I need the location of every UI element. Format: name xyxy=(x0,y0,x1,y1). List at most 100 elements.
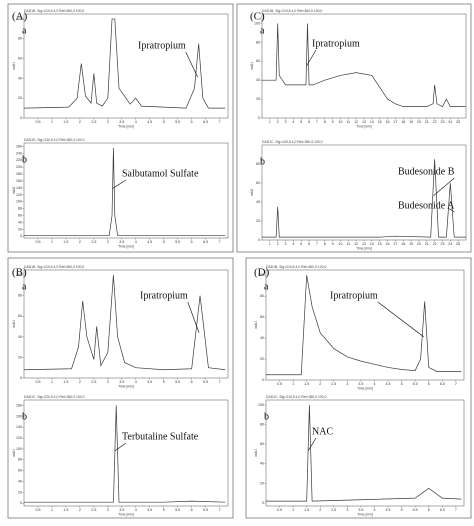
x-tick-label: 15 xyxy=(378,242,382,246)
plot-frame xyxy=(265,399,465,507)
y-tick-label: 140 xyxy=(16,425,22,429)
y-tick-label: 20 xyxy=(18,490,22,494)
y-tick-label: 100 xyxy=(16,447,22,451)
x-tick-label: 6.5 xyxy=(203,240,208,244)
annotation: Terbutaline Sulfate xyxy=(122,431,199,442)
x-tick-label: 4.5 xyxy=(147,508,152,512)
x-tick-label: 3 xyxy=(285,242,287,246)
chart-header: DAD1B, Sig=210,5.4,0 Ref=360,0.100,0 xyxy=(24,265,84,269)
x-tick-label: 5.5 xyxy=(175,508,180,512)
x-tick-label: 18 xyxy=(401,120,405,124)
x-tick-label: 19 xyxy=(409,242,413,246)
x-tick-label: 6 xyxy=(191,380,193,384)
x-tick-label: 7 xyxy=(219,380,221,384)
y-tick-label: 100 xyxy=(258,273,264,277)
x-tick-label: 5 xyxy=(163,380,165,384)
x-tick-label: 1 xyxy=(51,240,53,244)
x-axis-label: Time [min] xyxy=(118,244,134,248)
x-tick-label: 2 xyxy=(319,508,321,512)
y-tick-label: 0 xyxy=(20,376,22,380)
x-tick-label: 5 xyxy=(300,120,302,124)
x-tick-label: 5.5 xyxy=(175,120,180,124)
plot-frame xyxy=(23,399,229,507)
y-tick-label: 20 xyxy=(18,227,22,231)
y-tick-label: 60 xyxy=(256,59,260,63)
x-tick-label: 6 xyxy=(308,120,310,124)
chart-header: DAD1C, Sig=215,5.4,0 Ref=360,0.100,0 xyxy=(266,395,327,399)
chromatogram-line xyxy=(24,405,226,503)
x-tick-label: 12 xyxy=(354,120,358,124)
x-tick-label: 15 xyxy=(378,120,382,124)
x-tick-label: 6 xyxy=(428,382,430,386)
y-tick-label: 160 xyxy=(16,414,22,418)
x-tick-label: 5.5 xyxy=(413,508,418,512)
x-tick-label: 9 xyxy=(332,120,334,124)
chromatogram-line xyxy=(266,404,462,502)
x-tick-label: 7 xyxy=(316,242,318,246)
y-tick-label: 60 xyxy=(256,181,260,185)
x-tick-label: 1.5 xyxy=(63,120,68,124)
annotation: Ipratropium xyxy=(312,38,360,49)
x-tick-label: 23 xyxy=(440,120,444,124)
x-tick-label: 3.5 xyxy=(119,380,124,384)
x-tick-label: 2 xyxy=(79,380,81,384)
x-tick-label: 4 xyxy=(373,382,375,386)
chart-header: DAD1C, Sig=240,5.4,0 Ref=360,0.100,0 xyxy=(262,140,323,144)
x-tick-label: 5 xyxy=(401,382,403,386)
y-tick-label: 40 xyxy=(256,200,260,204)
panel-frame xyxy=(7,3,234,253)
x-tick-label: 3 xyxy=(107,508,109,512)
x-tick-label: 25 xyxy=(456,242,460,246)
chromatogram-line xyxy=(266,275,462,376)
plot-frame xyxy=(265,269,465,381)
x-tick-label: 3.5 xyxy=(119,120,124,124)
x-tick-label: 0.5 xyxy=(277,382,282,386)
x-tick-label: 6 xyxy=(191,508,193,512)
y-tick-label: 140 xyxy=(16,186,22,190)
x-tick-label: 2.5 xyxy=(331,508,336,512)
x-tick-label: 7 xyxy=(219,508,221,512)
x-tick-label: 1.5 xyxy=(304,382,309,386)
x-tick-label: 3.5 xyxy=(358,382,363,386)
annotation: Budesonide B xyxy=(398,166,455,177)
x-tick-label: 1 xyxy=(292,508,294,512)
y-tick-label: 0 xyxy=(20,234,22,238)
x-tick-label: 7 xyxy=(219,120,221,124)
y-tick-label: 60 xyxy=(260,315,264,319)
y-tick-label: 100 xyxy=(254,21,260,25)
y-axis-label: mAU xyxy=(12,186,16,194)
x-tick-label: 5.5 xyxy=(413,382,418,386)
y-tick-label: 80 xyxy=(256,40,260,44)
y-tick-label: 0 xyxy=(258,116,260,120)
x-tick-label: 19 xyxy=(409,120,413,124)
y-tick-label: 0 xyxy=(258,238,260,242)
x-tick-label: 10 xyxy=(338,242,342,246)
x-tick-label: 6.5 xyxy=(203,380,208,384)
y-tick-label: 20 xyxy=(260,357,264,361)
sub-label: a xyxy=(22,25,27,36)
y-tick-label: 0 xyxy=(20,501,22,505)
x-tick-label: 22 xyxy=(433,242,437,246)
panel-frame xyxy=(236,3,472,253)
panel-label: (D) xyxy=(254,267,270,279)
y-axis-label: mAU xyxy=(250,62,254,70)
plot-frame xyxy=(23,269,229,379)
panel-frame xyxy=(7,257,234,519)
x-tick-label: 7 xyxy=(455,382,457,386)
y-axis-label: mAU xyxy=(12,449,16,457)
x-tick-label: 21 xyxy=(425,120,429,124)
x-tick-label: 4 xyxy=(135,508,137,512)
x-tick-label: 1 xyxy=(51,508,53,512)
y-tick-label: 240 xyxy=(16,151,22,155)
x-tick-label: 17 xyxy=(393,120,397,124)
sub-label: a xyxy=(22,281,27,292)
y-tick-label: 80 xyxy=(260,422,264,426)
y-tick-label: 80 xyxy=(18,458,22,462)
panel-frame xyxy=(245,257,472,519)
x-tick-label: 11 xyxy=(346,242,350,246)
x-tick-label: 1.5 xyxy=(63,380,68,384)
annotation: Ipratropium xyxy=(140,290,188,301)
annotation-arrow xyxy=(306,49,317,67)
x-tick-label: 22 xyxy=(433,120,437,124)
x-tick-label: 3.5 xyxy=(119,240,124,244)
